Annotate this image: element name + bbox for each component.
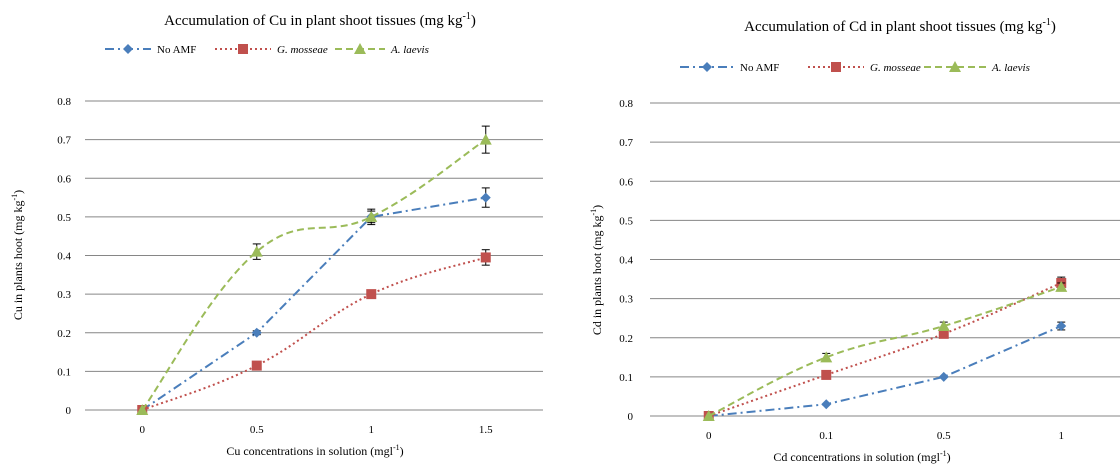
cu-y-tick-label: 0.4 [57, 251, 71, 263]
cu-y-tick-label: 0.6 [57, 173, 71, 185]
cd-point-a-laevis [1055, 280, 1068, 292]
cu-point-no-amf [251, 327, 262, 338]
cd-y-tick-label: 0.4 [619, 255, 633, 267]
cu-plot: 0 0.1 0.2 0.3 0.4 0.5 0.6 0.7 0.8 0 0.5 1 1.5 No AMF G… [57, 43, 543, 436]
cu-point-a-laevis [250, 245, 263, 257]
cd-legend-marker-g-mosseae [831, 62, 841, 72]
cu-y-tick-label: 0.8 [57, 96, 71, 108]
cd-plot: 0 0.1 0.2 0.3 0.4 0.5 0.6 0.7 0.8 0 0.1 0.5 1 No AMF G… [619, 61, 1120, 442]
cu-series-line-g-mosseae [141, 256, 487, 411]
cd-y-tick-label: 0.5 [619, 215, 633, 227]
cd-legend-marker-a-laevis [949, 61, 961, 72]
cu-y-axis-title: Cu in plants hoot (mg kg-1) [10, 190, 25, 320]
cu-chart: Accumulation of Cu in plant shoot tissue… [10, 11, 476, 458]
cd-chart: Accumulation of Cd in plant shoot tissue… [589, 17, 1056, 464]
cu-point-g-mosseae [251, 360, 262, 371]
cd-y-tick-label: 0.1 [619, 372, 633, 384]
cd-point-no-amf [938, 371, 949, 382]
cu-point-a-laevis [479, 133, 492, 145]
cd-y-axis-title: Cd in plants hoot (mg kg-1) [589, 205, 604, 335]
cu-x-tick-label: 1 [369, 424, 375, 436]
cd-point-no-amf [1056, 321, 1067, 332]
plot-layer: 0 0.1 0.2 0.3 0.4 0.5 0.6 0.7 0.8 0 0.5 1 1.5 No AMF G… [57, 43, 1120, 442]
cd-y-tick-label: 0.2 [619, 333, 633, 345]
cu-point-g-mosseae [366, 289, 377, 300]
cd-point-a-laevis [937, 320, 950, 332]
cd-point-a-laevis [820, 351, 833, 363]
cd-series-line-a-laevis [708, 285, 1062, 417]
cu-y-tick-label: 0.2 [57, 328, 71, 340]
cu-x-tick-label: 0.5 [250, 424, 264, 436]
cd-series-line-g-mosseae [708, 282, 1062, 417]
cd-point-g-mosseae [821, 369, 832, 380]
cu-x-axis-title: Cu concentrations in solution (mgl-1) [226, 443, 403, 458]
cd-x-tick-label: 0 [706, 430, 712, 442]
cu-point-a-laevis [136, 404, 149, 415]
cd-y-tick-label: 0.7 [619, 137, 633, 149]
cd-point-g-mosseae [938, 328, 949, 339]
cd-legend-label-no-amf: No AMF [740, 62, 779, 74]
cu-x-tick-label: 1.5 [479, 424, 493, 436]
cu-legend-label-a-laevis: A. laevis [390, 44, 429, 56]
cu-x-tick-label: 0 [140, 424, 146, 436]
cd-x-tick-label: 0.1 [819, 430, 833, 442]
cu-legend-marker-g-mosseae [238, 44, 248, 54]
cd-x-tick-label: 0.5 [937, 430, 951, 442]
cu-legend-marker-a-laevis [354, 43, 366, 54]
cu-series-line-no-amf [141, 196, 486, 411]
cd-point-no-amf [821, 399, 832, 410]
cd-y-tick-label: 0.6 [619, 176, 633, 188]
cd-y-tick-label: 0 [628, 411, 634, 423]
cu-point-g-mosseae [480, 252, 491, 263]
cd-chart-title: Accumulation of Cd in plant shoot tissue… [744, 17, 1056, 35]
cd-y-tick-label: 0.3 [619, 294, 633, 306]
cd-series-line-no-amf [708, 325, 1062, 417]
cu-legend-label-no-amf: No AMF [157, 44, 196, 56]
cu-y-tick-label: 0.3 [57, 289, 71, 301]
cd-y-tick-label: 0.8 [619, 98, 633, 110]
cd-legend-label-a-laevis: A. laevis [991, 62, 1030, 74]
cu-y-tick-label: 0.7 [57, 135, 71, 147]
cd-x-axis-title: Cd concentrations in solution (mgl-1) [773, 449, 950, 464]
cu-y-tick-label: 0.1 [57, 366, 71, 378]
cu-chart-title: Accumulation of Cu in plant shoot tissue… [164, 11, 476, 29]
cd-legend-label-g-mosseae: G. mosseae [870, 62, 921, 74]
cu-legend-marker-no-amf [123, 44, 133, 54]
cu-y-tick-label: 0 [66, 405, 72, 417]
cd-x-tick-label: 1 [1059, 430, 1065, 442]
cd-point-a-laevis [702, 410, 715, 421]
cu-point-no-amf [480, 192, 491, 203]
cu-series-line-a-laevis [141, 138, 487, 411]
cu-y-tick-label: 0.5 [57, 212, 71, 224]
cu-legend-label-g-mosseae: G. mosseae [277, 44, 328, 56]
cu-point-a-laevis [365, 210, 378, 222]
cd-legend-marker-no-amf [702, 62, 712, 72]
